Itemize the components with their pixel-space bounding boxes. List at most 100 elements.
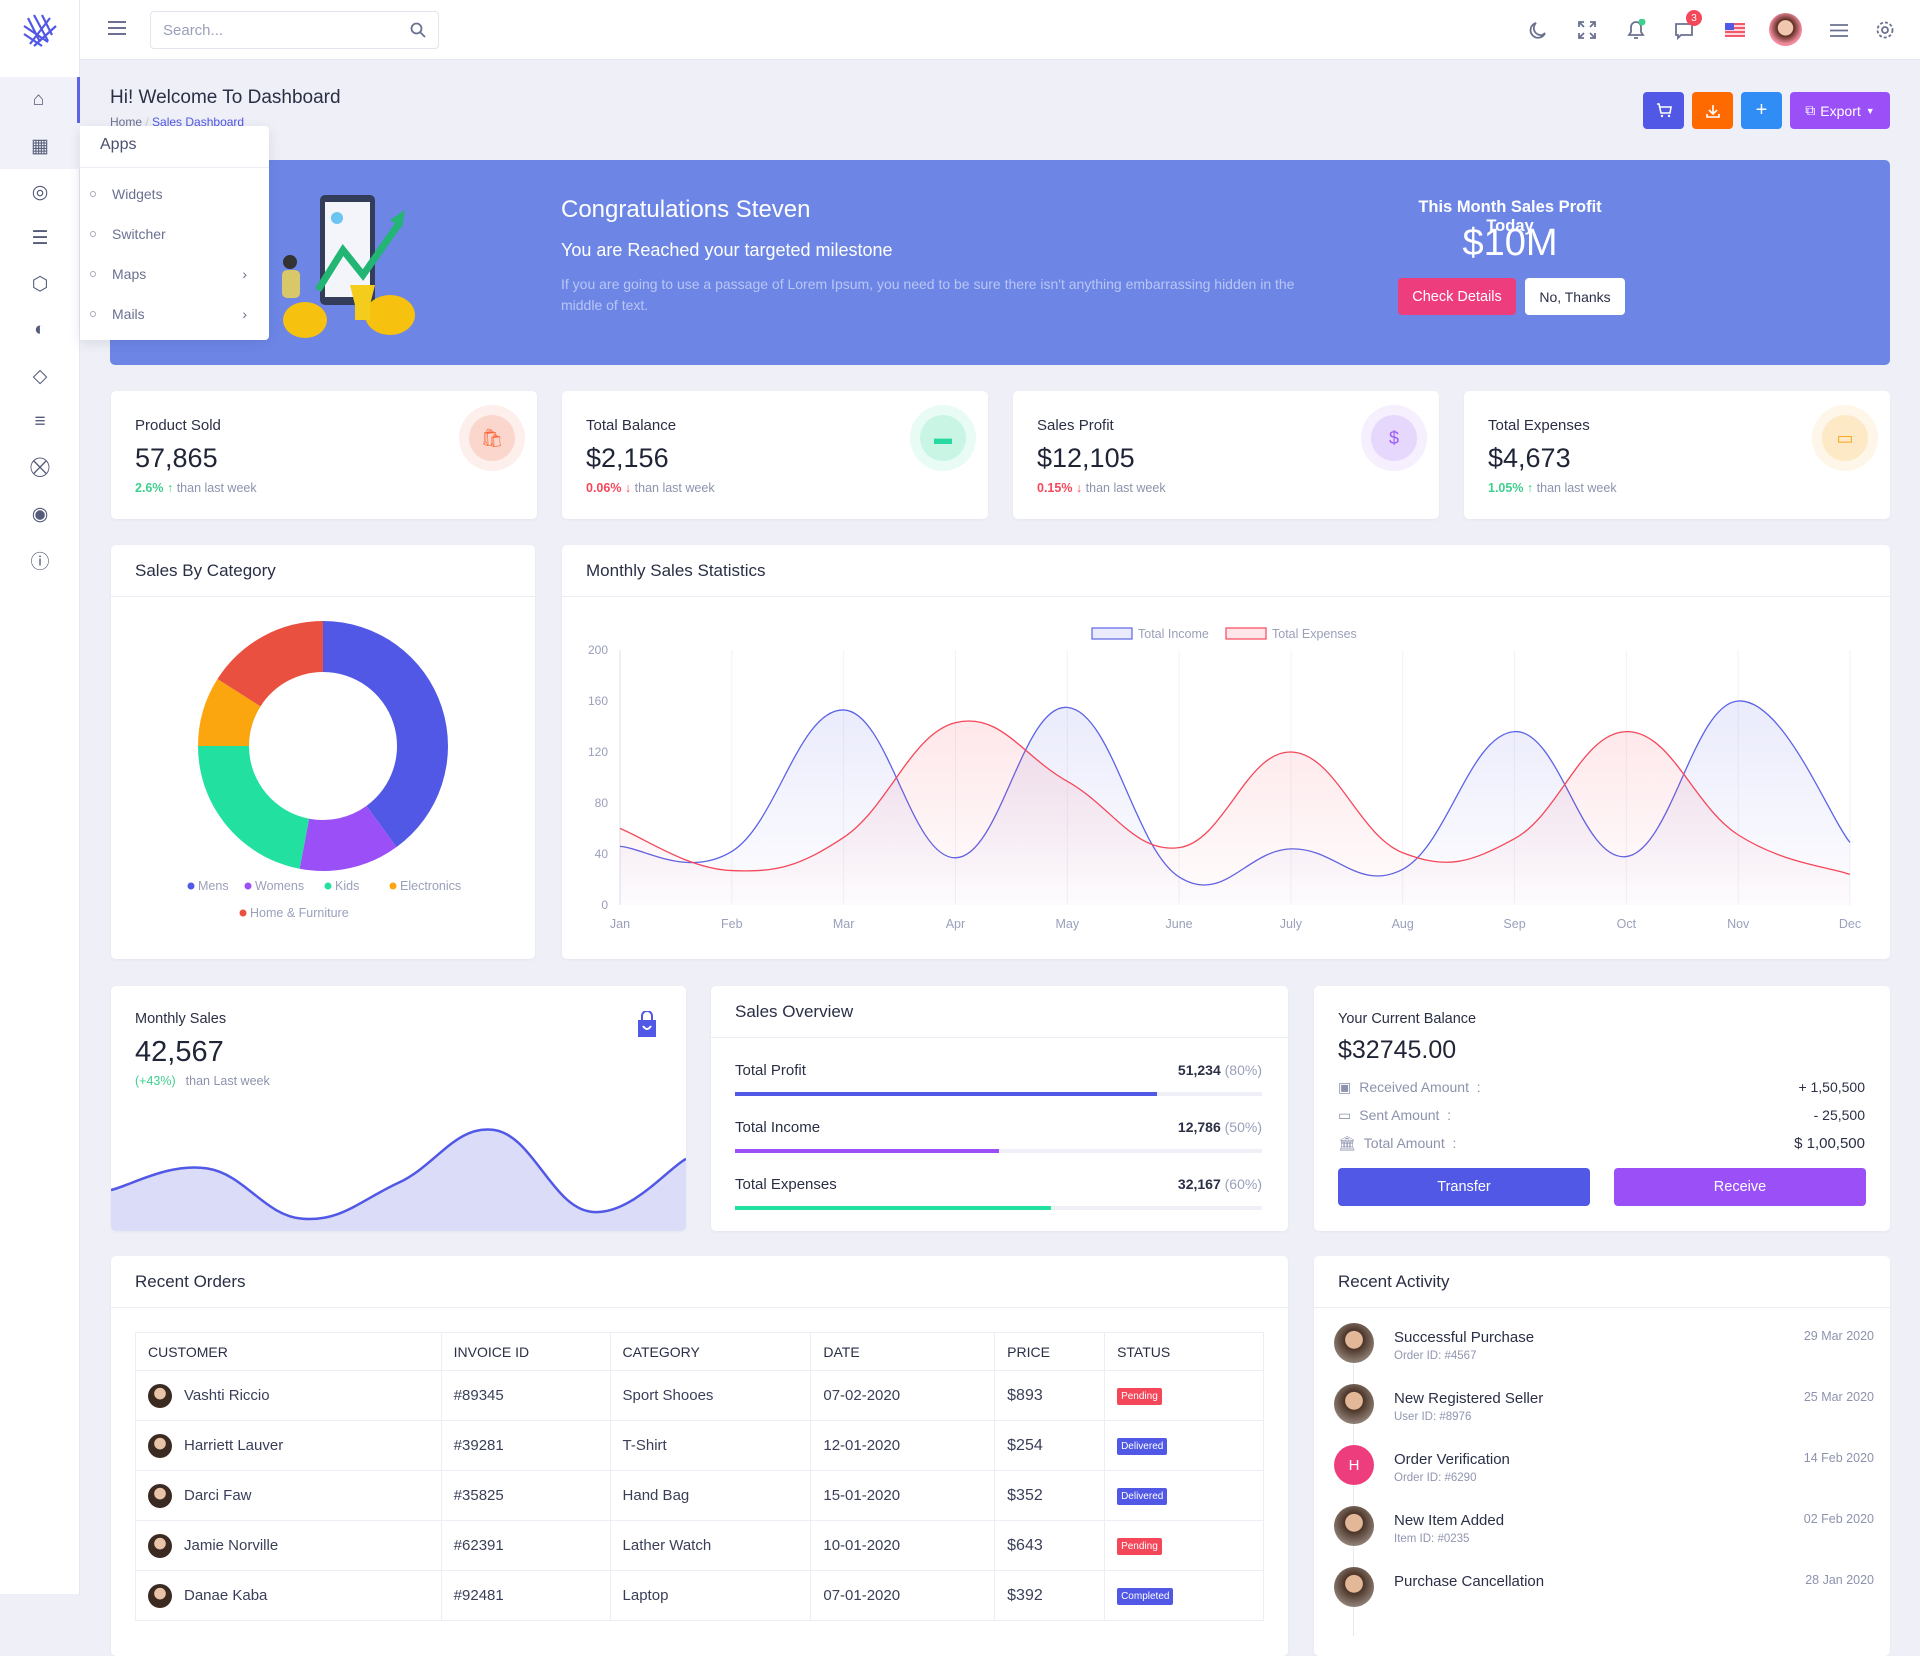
customer-avatar xyxy=(148,1433,172,1458)
legend-label[interactable]: Total Expenses xyxy=(1272,627,1357,641)
alert-circle-icon: ⓘ xyxy=(30,551,50,573)
donut-slice-electronics[interactable] xyxy=(198,679,261,746)
donut-slice-womens[interactable] xyxy=(299,805,397,871)
activity-item[interactable]: Purchase Cancellation 28 Jan 2020 xyxy=(1334,1567,1874,1623)
progress-fill xyxy=(735,1206,1052,1210)
arrow-down-icon: ↓ xyxy=(1072,481,1086,495)
column-header[interactable]: STATUS xyxy=(1104,1332,1264,1371)
breadcrumb-current[interactable]: Sales Dashboard xyxy=(152,115,245,128)
donut-slice-mens[interactable] xyxy=(323,621,449,848)
legend-label[interactable]: Mens xyxy=(198,879,229,893)
activity-title: Order Verification xyxy=(1394,1451,1510,1468)
legend-label[interactable]: Home & Furniture xyxy=(250,906,349,920)
compass-icon: ◎ xyxy=(31,181,49,203)
sidebar-item-cart[interactable]: ⛒ xyxy=(0,445,80,491)
dark-mode-moon-icon[interactable] xyxy=(1526,18,1550,42)
search-icon[interactable] xyxy=(410,22,426,38)
donut-slice-kids[interactable] xyxy=(198,746,310,869)
no-thanks-button[interactable]: No, Thanks xyxy=(1525,278,1625,315)
sidebar-item-palette[interactable]: ◐ xyxy=(0,307,80,353)
customer-name: Vashti Riccio xyxy=(184,1386,270,1404)
menu-item-maps[interactable]: Maps › xyxy=(80,254,269,294)
timeline-line xyxy=(1353,1336,1354,1636)
activity-title: Purchase Cancellation xyxy=(1394,1573,1545,1590)
activity-item[interactable]: H Order Verification Order ID: #6290 14 Feb… xyxy=(1334,1445,1874,1501)
activity-item[interactable]: New Registered Seller User ID: #8976 25 Ma… xyxy=(1334,1384,1874,1440)
table-row[interactable]: Jamie Norville #62391 Lather Watch 10-01-20… xyxy=(135,1520,1264,1571)
add-button[interactable]: + xyxy=(1741,92,1782,129)
stat-icon-badge: ▬ xyxy=(910,405,976,471)
donut-slice-home-furniture[interactable] xyxy=(217,621,323,707)
hamburger-menu-icon[interactable] xyxy=(108,21,126,35)
table-row[interactable]: Darci Faw #35825 Hand Bag 15-01-2020 $352 Del… xyxy=(135,1470,1264,1521)
activity-date: 28 Jan 2020 xyxy=(1805,1573,1874,1587)
cart-button[interactable] xyxy=(1643,92,1684,129)
date: 07-01-2020 xyxy=(810,1570,996,1621)
sidebar-item-database[interactable]: ☰ xyxy=(0,215,80,261)
stat-card-total-balance: Total Balance $2,156 0.06% ↓ than last w… xyxy=(562,391,988,519)
download-button[interactable] xyxy=(1692,92,1733,129)
card-title: Recent Activity xyxy=(1314,1256,1890,1308)
change-percent: 0.15% xyxy=(1037,481,1073,495)
notifications-bell-icon[interactable] xyxy=(1624,18,1648,42)
us-flag-icon[interactable] xyxy=(1723,18,1747,42)
export-label: Export xyxy=(1820,102,1861,119)
legend-label[interactable]: Kids xyxy=(335,879,359,893)
column-header[interactable]: INVOICE ID xyxy=(440,1332,611,1371)
sidebar-item-home[interactable]: ⌂ xyxy=(0,77,80,123)
table-row[interactable]: Danae Kaba #92481 Laptop 07-01-2020 $392 Comp… xyxy=(135,1570,1264,1621)
menu-item-switcher[interactable]: Switcher xyxy=(80,214,269,254)
sidebar-item-box[interactable]: ⬡ xyxy=(0,261,80,307)
value: 12,786 xyxy=(1177,1119,1221,1135)
activity-item[interactable]: New Item Added Item ID: #0235 02 Feb 2020 xyxy=(1334,1506,1874,1562)
invoice-id: #62391 xyxy=(440,1520,611,1571)
settings-gear-icon[interactable] xyxy=(1873,18,1897,42)
status-badge: Delivered xyxy=(1117,1438,1168,1455)
donut-chart: Mens Womens Kids Electronics Home & Furnitur… xyxy=(187,621,461,920)
x-tick-label: Mar xyxy=(833,917,855,931)
price: $254 xyxy=(994,1420,1106,1471)
legend-label[interactable]: Electronics xyxy=(400,879,461,893)
column-header[interactable]: DATE xyxy=(810,1332,996,1371)
column-header[interactable]: CATEGORY xyxy=(609,1332,812,1371)
sidebar-item-compass[interactable]: ◎ xyxy=(0,169,80,215)
logo-icon[interactable] xyxy=(20,12,60,48)
column-header[interactable]: CUSTOMER xyxy=(135,1332,442,1371)
message-count-badge: 3 xyxy=(1686,10,1702,26)
balance-label: Received Amount : xyxy=(1359,1079,1481,1095)
table-row[interactable]: Vashti Riccio #89345 Sport Shooes 07-02-202… xyxy=(135,1370,1264,1421)
value: 51,234 xyxy=(1177,1062,1221,1078)
check-details-button[interactable]: Check Details xyxy=(1398,278,1516,315)
status-badge: Completed xyxy=(1117,1588,1174,1605)
sidebar-item-layers[interactable]: ◇ xyxy=(0,353,80,399)
legend-label[interactable]: Total Income xyxy=(1138,627,1209,641)
fullscreen-icon[interactable] xyxy=(1575,18,1599,42)
sidebar-item-target[interactable]: ◉ xyxy=(0,491,80,537)
series-line-total-expenses[interactable] xyxy=(619,720,1851,876)
list-menu-icon[interactable] xyxy=(1830,24,1848,37)
menu-item-mails[interactable]: Mails › xyxy=(80,294,269,334)
apps-dropdown-menu: Apps Widgets Switcher Maps › Mails › xyxy=(80,126,269,340)
breadcrumb-home[interactable]: Home xyxy=(110,115,143,128)
change-percent: 1.05% xyxy=(1488,481,1524,495)
messages-icon[interactable]: 3 xyxy=(1673,10,1702,42)
activity-item[interactable]: Successful Purchase Order ID: #4567 29 Mar… xyxy=(1334,1323,1874,1379)
table-row[interactable]: Harriett Lauver #39281 T-Shirt 12-01-2020 $2… xyxy=(135,1420,1264,1471)
line-chart: 0 40 80 120 160 200 Jan Feb Mar Apr May June July Aug… xyxy=(588,627,1861,931)
date: 07-02-2020 xyxy=(810,1370,996,1421)
user-avatar[interactable] xyxy=(1769,13,1802,46)
stat-card-product-sold: Product Sold 57,865 2.6% ↑ than last wee… xyxy=(111,391,537,519)
overview-label: Total Profit xyxy=(735,1062,806,1079)
menu-item-widgets[interactable]: Widgets xyxy=(80,174,269,214)
receive-button[interactable]: Receive xyxy=(1614,1168,1866,1206)
legend-marker xyxy=(239,909,247,917)
export-button[interactable]: ⧉ Export ▼ xyxy=(1790,92,1890,129)
search-input[interactable]: Search... xyxy=(150,11,439,49)
sidebar-item-playlist-add[interactable]: ≡ xyxy=(0,399,80,445)
sidebar-item-apps[interactable]: ▦ xyxy=(0,123,80,169)
transfer-button[interactable]: Transfer xyxy=(1338,1168,1590,1206)
legend-label[interactable]: Womens xyxy=(255,879,304,893)
customer-avatar xyxy=(148,1483,172,1508)
column-header[interactable]: PRICE xyxy=(994,1332,1106,1371)
sidebar-item-alert-circle[interactable]: ⓘ xyxy=(0,537,80,583)
